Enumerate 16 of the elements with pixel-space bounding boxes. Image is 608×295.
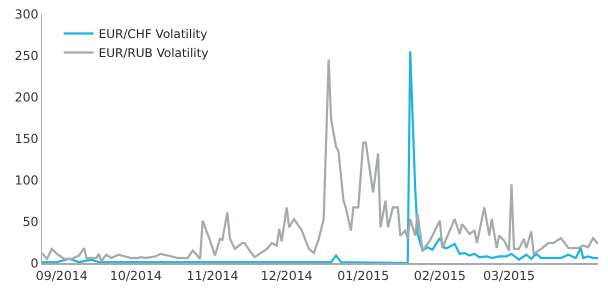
y-tick-label: 0 bbox=[30, 255, 39, 270]
y-tick-label: 300 bbox=[14, 6, 39, 22]
x-tick-label: 01/2015 bbox=[337, 268, 390, 283]
y-tick-label: 250 bbox=[14, 48, 39, 63]
x-tick-label: 09/2014 bbox=[36, 268, 88, 283]
legend-label: EUR/CHF Volatility bbox=[98, 27, 208, 42]
y-tick-label: 150 bbox=[14, 130, 39, 146]
x-tick-label: 10/2014 bbox=[110, 268, 162, 283]
x-tick-label: 03/2015 bbox=[483, 268, 536, 283]
y-tick-label: 50 bbox=[22, 214, 39, 229]
x-tick-label: 11/2014 bbox=[186, 268, 239, 283]
y-tick-label: 100 bbox=[14, 172, 39, 188]
x-tick-label: 12/2014 bbox=[260, 268, 313, 283]
y-tick-label: 200 bbox=[14, 89, 39, 104]
x-tick-label: 02/2015 bbox=[414, 268, 466, 283]
legend-label: EUR/RUB Volatility bbox=[98, 46, 208, 60]
